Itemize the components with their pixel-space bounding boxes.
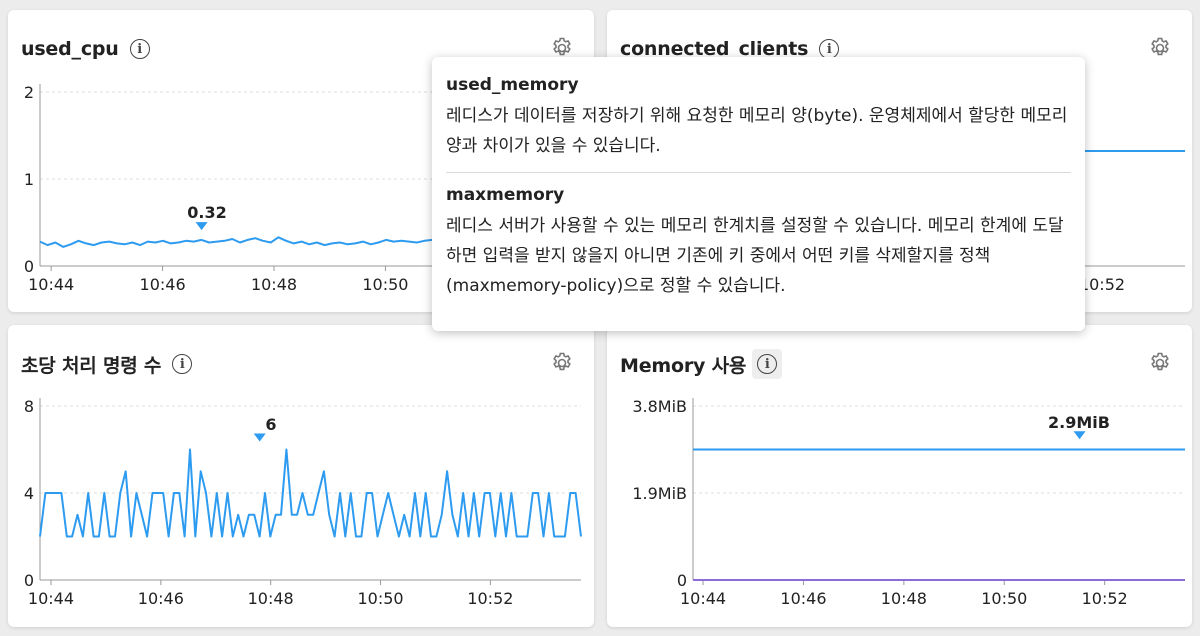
y-tick-label: 4 [24, 484, 34, 503]
tooltip-divider [446, 172, 1071, 173]
info-icon: i [172, 354, 193, 374]
tooltip-section-body: 레디스가 데이터를 저장하기 위해 요청한 메모리 양(byte). 운영체제에… [446, 106, 1068, 156]
gear-icon[interactable] [1148, 36, 1172, 60]
x-tick-label: 10:50 [362, 275, 408, 294]
commands-per-sec-chart: 0 4 8 10:44 10:46 10:48 10:50 10:52 6 [24, 397, 582, 608]
x-tick-label: 10:46 [138, 589, 184, 608]
marker-value-label: 0.32 [187, 203, 226, 222]
x-tick-label: 10:46 [780, 589, 826, 608]
x-tick-label: 10:50 [357, 589, 403, 608]
y-tick-label: 2 [24, 83, 34, 102]
y-tick-label: 0 [677, 571, 687, 590]
x-tick-label: 10:44 [28, 275, 74, 294]
marker-triangle-icon [253, 433, 266, 442]
tooltip-section-body: 레디스 서버가 사용할 수 있는 메모리 한계치를 설정할 수 있습니다. 메모… [446, 216, 1064, 296]
gear-icon[interactable] [550, 351, 574, 375]
y-tick-label: 1 [24, 170, 34, 189]
card-title: used_cpu i [21, 34, 155, 64]
info-icon: i [129, 39, 150, 59]
memory-card: Memory 사용 i 0 1.9MiB 3.8MiB 10:44 10:46 10:48… [607, 325, 1192, 627]
marker-triangle-icon [195, 222, 208, 231]
card-title: 초당 처리 명령 수 i [21, 349, 197, 379]
x-tick-label: 10:48 [251, 275, 297, 294]
y-tick-label: 0 [24, 257, 34, 276]
tooltip-section-title: maxmemory [446, 185, 565, 205]
commands-per-sec-card: 초당 처리 명령 수 i 0 4 8 10:44 10:46 10:48 10:50 10:5… [8, 325, 594, 627]
tooltip-section-used-memory: used_memory 레디스가 데이터를 저장하기 위해 요청한 메모리 양(… [446, 75, 1071, 161]
y-tick-label: 0 [24, 571, 34, 590]
y-tick-label: 8 [24, 397, 34, 416]
x-tick-label: 10:46 [140, 275, 186, 294]
x-tick-label: 10:52 [467, 589, 513, 608]
marker-triangle-icon [1073, 431, 1086, 440]
tooltip-section-maxmemory: maxmemory 레디스 서버가 사용할 수 있는 메모리 한계치를 설정할 … [446, 185, 1071, 301]
gear-icon[interactable] [550, 36, 574, 60]
memory-info-tooltip: used_memory 레디스가 데이터를 저장하기 위해 요청한 메모리 양(… [432, 57, 1085, 331]
card-title-text: connected_clients [620, 38, 809, 60]
x-tick-label: 10:50 [981, 589, 1027, 608]
gear-icon[interactable] [1148, 351, 1172, 375]
info-button[interactable]: i [752, 349, 783, 379]
card-title: Memory 사용 i [620, 349, 783, 379]
y-tick-label: 1.9MiB [632, 484, 687, 503]
x-tick-label: 10:52 [1079, 275, 1125, 294]
memory-chart: 0 1.9MiB 3.8MiB 10:44 10:46 10:48 10:50 10:52 2.… [632, 397, 1185, 608]
x-tick-label: 10:44 [28, 589, 74, 608]
x-tick-label: 10:48 [248, 589, 294, 608]
info-button[interactable]: i [167, 349, 197, 379]
info-icon: i [757, 354, 778, 374]
marker-value-label: 2.9MiB [1048, 413, 1110, 432]
card-title-text: 초당 처리 명령 수 [21, 354, 162, 377]
card-title-text: Memory 사용 [620, 354, 747, 377]
series-line [39, 448, 582, 538]
y-tick-label: 3.8MiB [632, 397, 687, 416]
x-tick-label: 10:44 [680, 589, 726, 608]
info-button[interactable]: i [125, 34, 155, 64]
card-title-text: used_cpu [21, 38, 119, 60]
x-tick-label: 10:48 [881, 589, 927, 608]
tooltip-section-title: used_memory [446, 75, 579, 95]
x-tick-label: 10:52 [1082, 589, 1128, 608]
marker-value-label: 6 [265, 415, 276, 434]
